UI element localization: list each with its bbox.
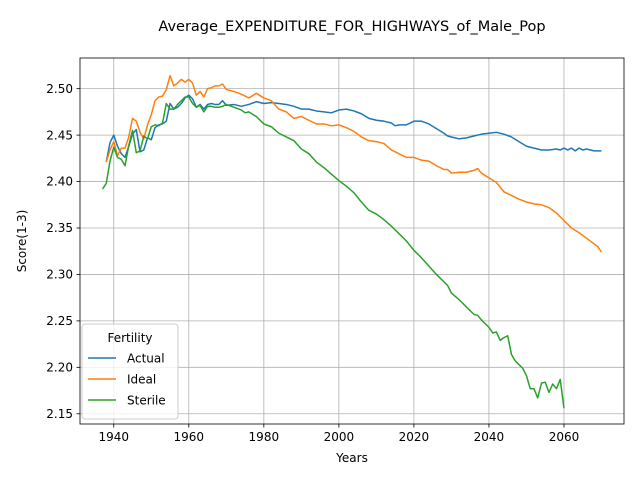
x-tick-label: 2040 (474, 430, 505, 444)
x-axis-label: Years (335, 451, 368, 465)
y-tick-label: 2.20 (46, 361, 73, 375)
y-tick-label: 2.50 (46, 82, 73, 96)
x-tick-label: 1960 (174, 430, 205, 444)
series-line-ideal (105, 74, 603, 253)
legend: Fertility Actual Ideal Sterile (81, 323, 179, 420)
y-tick-label: 2.30 (46, 268, 73, 282)
chart-title: Average_EXPENDITURE_FOR_HIGHWAYS_of_Male… (158, 19, 545, 35)
legend-box (81, 323, 179, 420)
legend-label-sterile: Sterile (127, 394, 166, 408)
y-axis-ticks: 2.15 2.20 2.25 2.30 2.35 2.40 2.45 2.50 (46, 82, 80, 421)
y-tick-label: 2.35 (46, 221, 73, 235)
series-lines (101, 74, 603, 409)
x-tick-label: 2020 (399, 430, 430, 444)
y-tick-label: 2.15 (46, 407, 73, 421)
y-tick-label: 2.25 (46, 314, 73, 328)
x-tick-label: 1980 (249, 430, 280, 444)
y-tick-label: 2.45 (46, 128, 73, 142)
series-line-sterile (101, 96, 565, 409)
x-tick-label: 2000 (324, 430, 355, 444)
y-tick-label: 2.40 (46, 175, 73, 189)
legend-label-ideal: Ideal (127, 373, 156, 387)
x-tick-label: 1940 (98, 430, 129, 444)
legend-label-actual: Actual (127, 352, 165, 366)
legend-title: Fertility (107, 331, 152, 345)
x-tick-label: 2060 (549, 430, 580, 444)
y-axis-label: Score(1-3) (15, 210, 29, 273)
x-axis-ticks: 1940 1960 1980 2000 2020 2040 2060 (98, 424, 579, 444)
plot-frame (79, 57, 625, 425)
